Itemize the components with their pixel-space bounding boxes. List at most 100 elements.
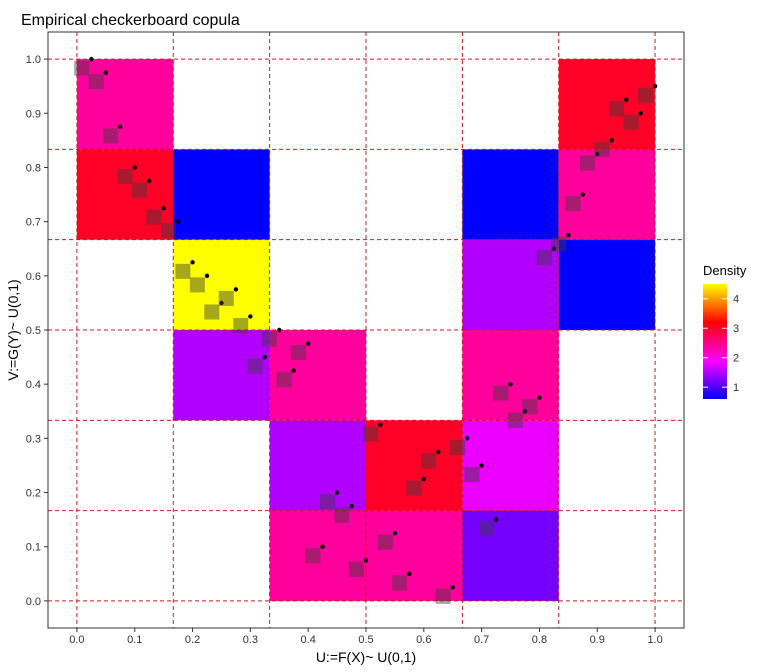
density-cell	[462, 330, 559, 421]
sample-shadow-square	[247, 358, 263, 374]
sample-shadow-square	[319, 494, 335, 510]
density-cell	[558, 59, 656, 150]
sample-shadow-square	[580, 155, 596, 171]
y-tick-label: 0.4	[26, 379, 41, 391]
x-tick-label: 0.2	[185, 634, 200, 646]
density-cell	[366, 420, 463, 511]
sample-point	[146, 178, 152, 184]
sample-points	[74, 56, 658, 604]
y-tick-label: 0.3	[26, 433, 41, 445]
x-tick-label: 0.6	[416, 634, 431, 646]
sample-point	[363, 558, 369, 563]
sample-point	[652, 83, 658, 89]
sample-point	[479, 463, 484, 468]
x-tick-label: 1.0	[647, 634, 662, 646]
sample-shadow-square	[233, 318, 249, 334]
y-tick-label: 0.9	[26, 108, 41, 120]
x-tick-label: 0.7	[474, 634, 489, 646]
sample-shadow-square	[464, 467, 480, 483]
sample-point	[436, 449, 441, 455]
sample-point	[161, 205, 166, 211]
sample-point	[175, 219, 181, 224]
x-axis-ticks: 0.0 0.1 0.2 0.3 0.4 0.5 0.6 0.7 0.8 0.9 1.0	[69, 628, 663, 646]
legend-tick-label: 3	[733, 323, 739, 335]
density-cell	[173, 149, 270, 240]
density-cell	[269, 510, 366, 601]
sample-point	[551, 246, 557, 251]
sample-shadow-square	[522, 399, 538, 415]
y-tick-label: 1.0	[26, 54, 41, 66]
sample-shadow-square	[74, 60, 90, 76]
y-tick-label: 0.2	[26, 488, 41, 500]
legend-title: Density	[703, 263, 747, 278]
y-tick-label: 0.5	[26, 325, 41, 337]
sample-point	[450, 585, 455, 590]
sample-shadow-square	[204, 304, 220, 320]
sample-shadow-square	[565, 196, 581, 212]
sample-shadow-square	[551, 236, 567, 252]
sample-point	[522, 409, 528, 414]
density-cell	[462, 420, 559, 511]
x-tick-label: 0.1	[127, 634, 142, 646]
sample-shadow-square	[146, 209, 162, 225]
sample-point	[595, 151, 600, 157]
x-tick-label: 0.9	[590, 634, 605, 646]
sample-point	[407, 571, 412, 577]
sample-shadow-square	[305, 548, 321, 564]
dashed-grid	[48, 32, 684, 628]
density-cell	[173, 330, 270, 421]
sample-shadow-square	[334, 507, 350, 523]
legend-ticks: 1 2 3 4	[703, 294, 739, 394]
sample-shadow-square	[450, 439, 466, 455]
sample-point	[233, 287, 239, 292]
sample-shadow-square	[160, 223, 176, 239]
sample-shadow-square	[276, 372, 292, 388]
y-axis-title: V:=G(Y)~ U(0,1)	[5, 279, 21, 380]
sample-point	[609, 138, 614, 143]
sample-point	[464, 436, 470, 441]
density-cell	[269, 330, 366, 421]
x-tick-label: 0.5	[358, 634, 373, 646]
density-cell	[269, 420, 366, 511]
x-tick-label: 0.3	[243, 634, 258, 646]
density-cell	[76, 149, 174, 240]
sample-point	[638, 111, 643, 116]
density-cell	[366, 510, 463, 601]
density-cell	[462, 239, 559, 330]
density-cell	[558, 239, 656, 330]
sample-point	[262, 354, 268, 360]
sample-point	[305, 341, 311, 346]
density-cell	[462, 510, 559, 601]
sample-shadow-square	[637, 87, 653, 103]
sample-shadow-square	[175, 263, 191, 279]
x-axis-title: U:=F(X)~ U(0,1)	[316, 649, 416, 665]
sample-point	[89, 56, 94, 62]
chart-title: Empirical checkerboard copula	[21, 12, 240, 29]
density-cell	[558, 149, 656, 240]
y-tick-label: 0.7	[26, 217, 41, 229]
sample-shadow-square	[132, 182, 148, 198]
sample-point	[204, 273, 210, 279]
sample-shadow-square	[392, 575, 408, 591]
y-tick-label: 0.1	[26, 542, 41, 554]
sample-shadow-square	[493, 385, 509, 401]
sample-point	[219, 300, 224, 306]
y-tick-label: 0.0	[26, 596, 41, 608]
sample-shadow-square	[291, 345, 307, 361]
sample-point	[421, 476, 427, 482]
y-tick-label: 0.8	[26, 162, 41, 174]
x-tick-label: 0.0	[69, 634, 84, 646]
sample-shadow-square	[218, 290, 234, 306]
legend-colorbar	[703, 284, 727, 399]
density-cells	[76, 59, 656, 601]
sample-shadow-square	[536, 250, 552, 266]
sample-shadow-square	[377, 534, 393, 550]
sample-shadow-square	[103, 128, 119, 144]
sample-point	[277, 327, 282, 333]
legend-tick-label: 2	[733, 353, 739, 365]
density-cell	[76, 59, 174, 150]
sample-point	[493, 517, 499, 522]
sample-point	[190, 260, 195, 265]
sample-point	[378, 422, 383, 428]
